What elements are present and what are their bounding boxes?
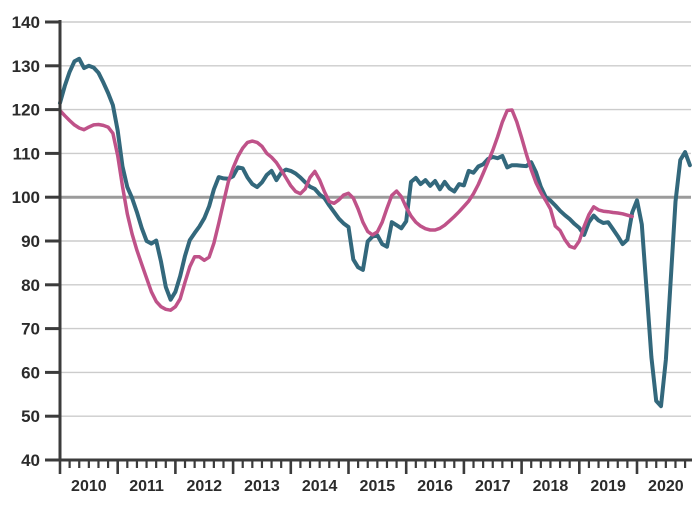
y-tick-label: 50	[21, 407, 40, 426]
x-tick-label: 2018	[533, 478, 569, 495]
x-tick-label: 2015	[360, 478, 396, 495]
x-tick-label: 2010	[71, 478, 107, 495]
gridlines-group	[60, 21, 691, 461]
x-tick-label: 2013	[244, 478, 280, 495]
teal-indicator-line	[58, 56, 692, 409]
x-tick-label: 2012	[186, 478, 222, 495]
y-tick-label: 80	[21, 276, 40, 295]
x-tick-label: 2019	[590, 478, 626, 495]
axes-group: 140 130 120 110 100 90 80 70 60 50 40 2010 2011 2012 2…	[12, 13, 692, 495]
y-tick-label: 40	[21, 451, 40, 470]
pink-indicator-line	[58, 108, 634, 312]
x-tick-label: 2016	[417, 478, 453, 495]
series-group	[58, 56, 692, 409]
y-tick-label: 130	[12, 57, 40, 76]
y-tick-label: 100	[12, 188, 40, 207]
x-tick-label: 2020	[648, 478, 684, 495]
y-tick-label: 110	[13, 144, 40, 163]
y-tick-label: 120	[12, 101, 40, 120]
y-tick-label: 90	[21, 232, 40, 251]
y-tick-label: 70	[21, 320, 40, 339]
x-tick-label: 2014	[302, 478, 338, 495]
x-tick-label: 2011	[129, 478, 164, 495]
x-tick-label: 2017	[475, 478, 511, 495]
y-tick-label: 60	[21, 363, 40, 382]
y-tick-label: 140	[12, 13, 40, 32]
